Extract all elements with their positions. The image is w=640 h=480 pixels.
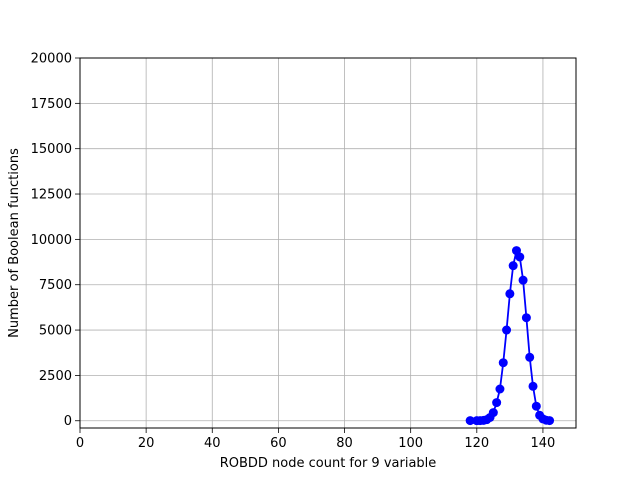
y-tick-label: 0 — [64, 414, 72, 429]
x-tick-label: 0 — [76, 436, 84, 451]
data-point — [508, 261, 518, 271]
x-tick-label: 140 — [531, 436, 556, 451]
y-tick-label: 5000 — [39, 324, 72, 339]
x-tick-label: 60 — [270, 436, 287, 451]
data-point — [502, 325, 512, 335]
y-tick-label: 20000 — [31, 52, 72, 67]
data-point — [531, 401, 541, 411]
y-tick-label: 17500 — [31, 97, 72, 112]
x-tick-label: 40 — [204, 436, 221, 451]
y-tick-label: 12500 — [31, 188, 72, 203]
data-point — [518, 275, 528, 285]
x-tick-label: 20 — [138, 436, 155, 451]
plot-frame — [79, 57, 577, 429]
y-axis-label: Number of Boolean functions — [7, 148, 22, 338]
x-tick-label: 80 — [336, 436, 353, 451]
y-axis-ticks: 0 2500 5000 7500 10000 12500 15000 17500 20000 — [31, 52, 80, 429]
series-layer — [465, 246, 555, 426]
data-point — [505, 289, 515, 299]
y-tick-label: 10000 — [31, 233, 72, 248]
x-axis-label: ROBDD node count for 9 variable — [220, 456, 437, 471]
data-point — [521, 313, 531, 323]
data-point — [492, 398, 502, 408]
data-point — [488, 408, 498, 418]
data-point — [515, 252, 525, 262]
x-axis-ticks: 0 20 40 60 80 100 120 140 — [76, 428, 555, 451]
y-tick-label: 7500 — [39, 278, 72, 293]
y-tick-label: 15000 — [31, 142, 72, 157]
data-point — [465, 416, 475, 426]
data-point — [495, 384, 505, 394]
data-point — [545, 416, 555, 426]
x-tick-label: 120 — [464, 436, 489, 451]
y-tick-label: 2500 — [39, 369, 72, 384]
data-point — [528, 381, 538, 391]
x-tick-label: 100 — [398, 436, 423, 451]
data-point — [525, 352, 535, 362]
data-point — [498, 358, 508, 368]
